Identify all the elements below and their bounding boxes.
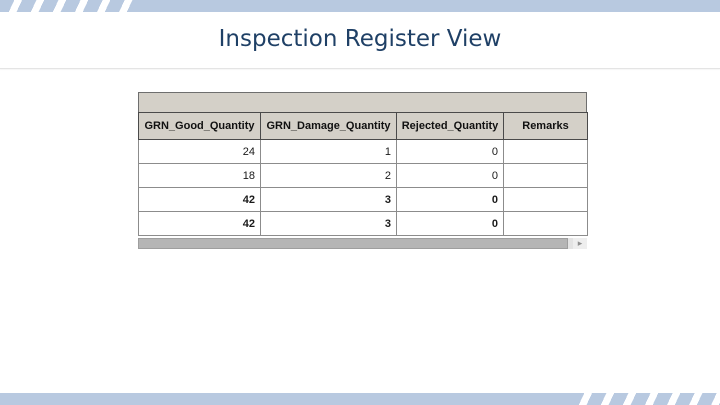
diagonal-stripes-icon [0, 0, 138, 12]
title-divider [0, 68, 720, 69]
table-cell [503, 163, 588, 188]
table-row: 42 3 0 [138, 211, 588, 236]
column-header-rejected-quantity: Rejected_Quantity [396, 112, 504, 140]
table-cell [503, 211, 588, 236]
inspection-table: GRN_Good_Quantity GRN_Damage_Quantity Re… [138, 112, 588, 236]
scrollbar-thumb[interactable] [138, 238, 568, 249]
grid-caption-bar [138, 92, 587, 112]
table-cell: 24 [138, 139, 261, 164]
table-cell: 0 [396, 187, 504, 212]
top-accent-bar [0, 0, 720, 12]
table-cell: 0 [396, 211, 504, 236]
table-cell: 42 [138, 211, 261, 236]
scroll-right-arrow-icon[interactable]: ▸ [573, 238, 587, 249]
table-cell: 3 [260, 211, 397, 236]
table-cell: 42 [138, 187, 261, 212]
column-header-remarks: Remarks [503, 112, 588, 140]
inspection-table-body: 24 1 0 18 2 0 42 3 0 42 3 0 [138, 139, 588, 236]
page-title: Inspection Register View [218, 26, 502, 52]
table-cell: 18 [138, 163, 261, 188]
bottom-accent-bar [0, 393, 720, 405]
diagonal-stripes-icon [570, 393, 720, 405]
inspection-register-grid: GRN_Good_Quantity GRN_Damage_Quantity Re… [138, 92, 588, 249]
table-row: 24 1 0 [138, 139, 588, 164]
table-cell [503, 139, 588, 164]
table-cell: 0 [396, 163, 504, 188]
table-cell: 3 [260, 187, 397, 212]
table-cell: 2 [260, 163, 397, 188]
table-cell [503, 187, 588, 212]
column-header-grn-good-quantity: GRN_Good_Quantity [138, 112, 261, 140]
column-header-grn-damage-quantity: GRN_Damage_Quantity [260, 112, 397, 140]
table-cell: 1 [260, 139, 397, 164]
table-row: 42 3 0 [138, 187, 588, 212]
table-header-row: GRN_Good_Quantity GRN_Damage_Quantity Re… [138, 112, 588, 140]
table-cell: 0 [396, 139, 504, 164]
horizontal-scrollbar[interactable]: ▸ [138, 238, 587, 249]
table-row: 18 2 0 [138, 163, 588, 188]
